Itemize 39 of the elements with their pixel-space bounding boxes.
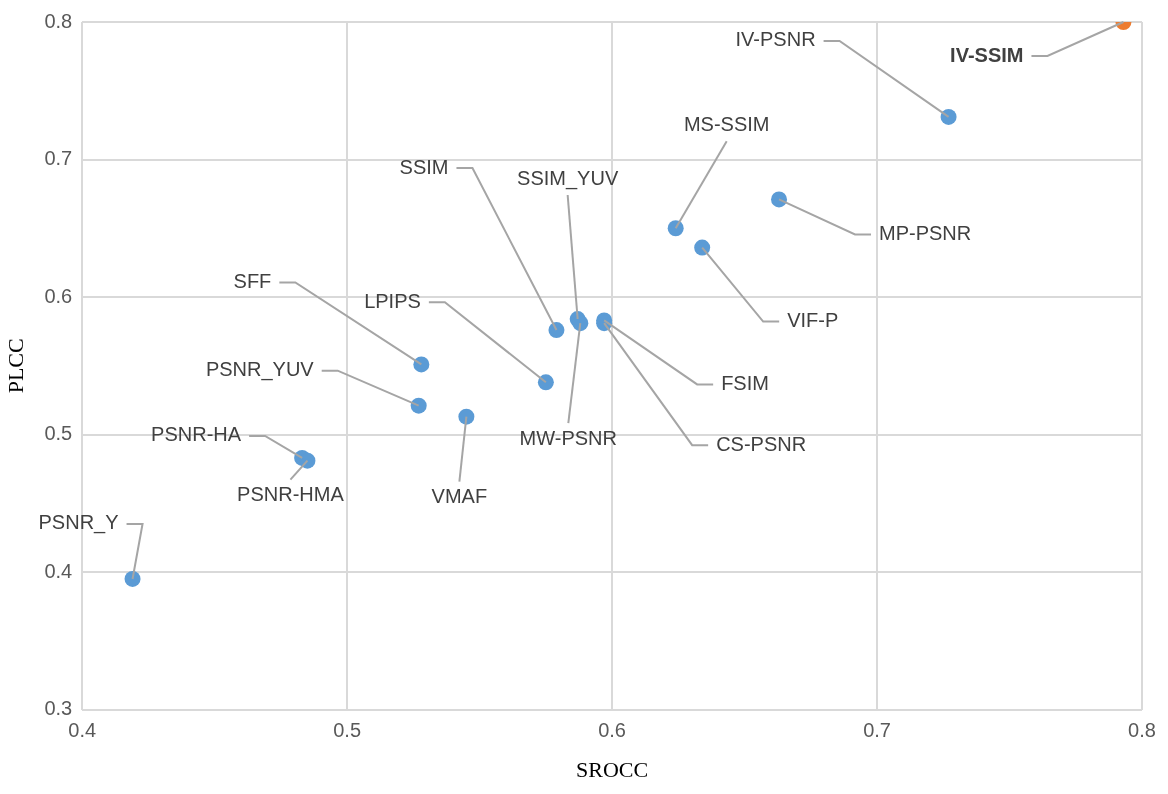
annotation: FSIM xyxy=(721,371,769,394)
annotation: IV-PSNR xyxy=(735,28,816,51)
x-tick-label: 0.7 xyxy=(863,719,891,742)
x-tick-label: 0.8 xyxy=(1128,719,1156,742)
point xyxy=(410,397,427,414)
x-tick-label: 0.6 xyxy=(598,719,627,742)
x-tick-label: 0.4 xyxy=(68,719,97,742)
point xyxy=(548,322,565,339)
annotation: SSIM xyxy=(399,155,449,178)
annotation: PSNR-HA xyxy=(151,423,242,446)
point xyxy=(124,570,141,587)
y-axis-title: PLCC xyxy=(2,338,28,394)
annotation: PSNR_YUV xyxy=(205,358,315,382)
annotation: MS-SSIM xyxy=(683,112,770,135)
annotation: IV-SSIM xyxy=(950,43,1024,66)
annotation: SSIM_YUV xyxy=(517,166,619,190)
annotation: VIF-P xyxy=(787,309,839,332)
point xyxy=(537,374,554,391)
annotation: LPIPS xyxy=(364,289,421,312)
y-tick-label: 0.4 xyxy=(44,559,73,582)
annotation: MP-PSNR xyxy=(879,221,972,244)
point xyxy=(458,408,475,425)
x-axis-title: SROCC xyxy=(576,756,649,782)
annotation: PSNR-HMA xyxy=(237,483,345,506)
y-tick-label: 0.8 xyxy=(44,9,73,32)
point xyxy=(771,191,788,208)
y-tick-label: 0.6 xyxy=(44,284,73,307)
x-tick-label: 0.5 xyxy=(333,719,362,742)
annotation: SFF xyxy=(233,269,272,292)
point xyxy=(940,108,957,125)
annotation: CS-PSNR xyxy=(716,432,807,455)
y-tick-label: 0.7 xyxy=(44,147,73,170)
y-tick-label: 0.5 xyxy=(44,422,73,445)
annotation: VMAF xyxy=(431,485,488,508)
point xyxy=(667,220,684,237)
annotation: MW-PSNR xyxy=(519,426,618,449)
annotation: PSNR_Y xyxy=(38,511,119,535)
point xyxy=(694,239,711,256)
y-tick-label: 0.3 xyxy=(44,697,73,720)
